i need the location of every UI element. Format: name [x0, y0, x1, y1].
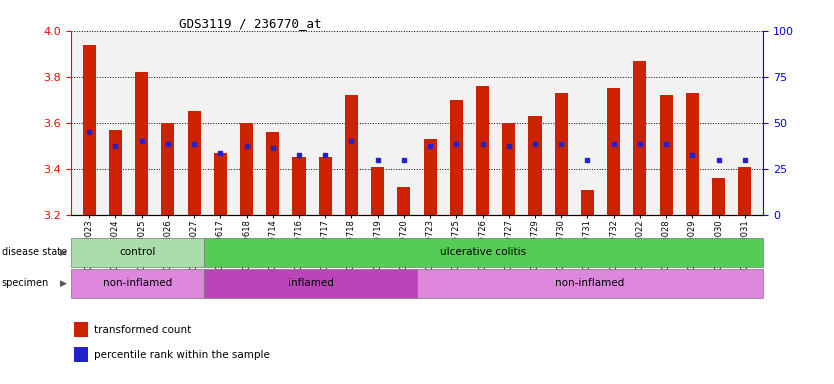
Text: GDS3119 / 236770_at: GDS3119 / 236770_at: [179, 17, 321, 30]
Text: non-inflamed: non-inflamed: [103, 278, 172, 288]
Text: inflamed: inflamed: [288, 278, 334, 288]
Bar: [74, 323, 88, 338]
Bar: [109, 130, 122, 215]
Bar: [633, 61, 646, 215]
Bar: [424, 139, 437, 215]
Bar: [214, 153, 227, 215]
Text: non-inflamed: non-inflamed: [555, 278, 625, 288]
Bar: [607, 88, 620, 215]
Bar: [74, 347, 88, 362]
Bar: [686, 93, 699, 215]
Bar: [204, 269, 417, 298]
Text: percentile rank within the sample: percentile rank within the sample: [94, 350, 270, 360]
Bar: [266, 132, 279, 215]
Bar: [502, 123, 515, 215]
Text: ulcerative colitis: ulcerative colitis: [440, 247, 526, 258]
Bar: [738, 167, 751, 215]
Text: transformed count: transformed count: [94, 325, 192, 335]
Text: control: control: [119, 247, 156, 258]
Text: ▶: ▶: [60, 279, 67, 288]
Bar: [580, 190, 594, 215]
Text: ▶: ▶: [60, 248, 67, 257]
Bar: [83, 45, 96, 215]
Bar: [712, 178, 725, 215]
Bar: [293, 157, 305, 215]
Text: specimen: specimen: [2, 278, 49, 288]
Bar: [71, 269, 204, 298]
Bar: [319, 157, 332, 215]
Bar: [204, 238, 763, 267]
Bar: [371, 167, 384, 215]
Bar: [397, 187, 410, 215]
Bar: [188, 111, 201, 215]
Bar: [240, 123, 254, 215]
Bar: [660, 95, 673, 215]
Bar: [417, 269, 763, 298]
Bar: [345, 95, 358, 215]
Bar: [555, 93, 568, 215]
Bar: [135, 72, 148, 215]
Bar: [71, 238, 204, 267]
Bar: [161, 123, 174, 215]
Bar: [476, 86, 489, 215]
Text: disease state: disease state: [2, 247, 67, 258]
Bar: [450, 100, 463, 215]
Bar: [529, 116, 541, 215]
